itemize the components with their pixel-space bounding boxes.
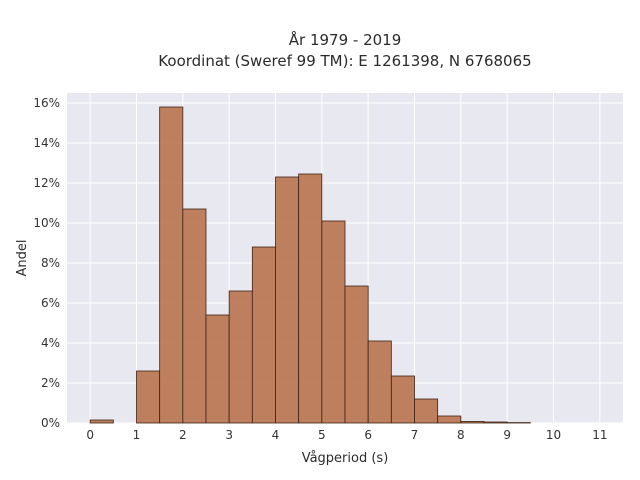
- y-tick-label: 10%: [33, 216, 60, 230]
- y-tick-label: 12%: [33, 176, 60, 190]
- x-tick-label: 7: [411, 428, 419, 442]
- histogram-bar: [321, 220, 346, 424]
- histogram-bar: [228, 290, 253, 424]
- x-tick-label: 3: [225, 428, 233, 442]
- chart-title-line2: Koordinat (Sweref 99 TM): E 1261398, N 6…: [158, 52, 531, 70]
- bars: [89, 106, 531, 424]
- histogram-bar: [275, 176, 300, 424]
- x-tick-label: 5: [318, 428, 326, 442]
- y-tick-label: 4%: [41, 336, 60, 350]
- chart-title-line1: År 1979 - 2019: [289, 30, 402, 49]
- x-axis-label: Vågperiod (s): [302, 451, 389, 466]
- histogram-bar: [89, 419, 114, 424]
- histogram-bar: [483, 421, 508, 424]
- histogram-bar: [182, 208, 207, 424]
- y-tick-label: 0%: [41, 416, 60, 430]
- x-tick-label: 8: [457, 428, 465, 442]
- y-axis-label: Andel: [15, 240, 30, 277]
- x-tick-label: 4: [272, 428, 280, 442]
- histogram-bar: [251, 246, 276, 424]
- x-tick-label: 9: [503, 428, 511, 442]
- histogram-bar: [460, 420, 485, 424]
- y-tick-label: 14%: [33, 136, 60, 150]
- histogram-bar: [414, 398, 439, 424]
- y-tick-label: 6%: [41, 296, 60, 310]
- histogram-bar: [159, 106, 184, 424]
- y-tick-label: 16%: [33, 96, 60, 110]
- histogram-bar: [390, 375, 415, 424]
- x-tick-label: 1: [133, 428, 141, 442]
- histogram-bar: [136, 370, 161, 424]
- y-tick-labels: 0% 2% 4% 6% 8% 10% 12% 14% 16%: [33, 96, 60, 430]
- histogram-bar: [437, 415, 462, 424]
- x-tick-label: 10: [546, 428, 561, 442]
- x-tick-label: 6: [364, 428, 372, 442]
- x-tick-labels: 0 1 2 3 4 5 6 7 8 9 10 11: [86, 428, 607, 442]
- y-tick-label: 8%: [41, 256, 60, 270]
- x-tick-label: 11: [592, 428, 607, 442]
- histogram-bar: [344, 285, 369, 424]
- x-tick-label: 0: [86, 428, 94, 442]
- histogram-bar: [205, 314, 230, 424]
- histogram-bar: [367, 340, 392, 424]
- x-tick-label: 2: [179, 428, 187, 442]
- histogram-bar: [298, 173, 323, 424]
- y-tick-label: 2%: [41, 376, 60, 390]
